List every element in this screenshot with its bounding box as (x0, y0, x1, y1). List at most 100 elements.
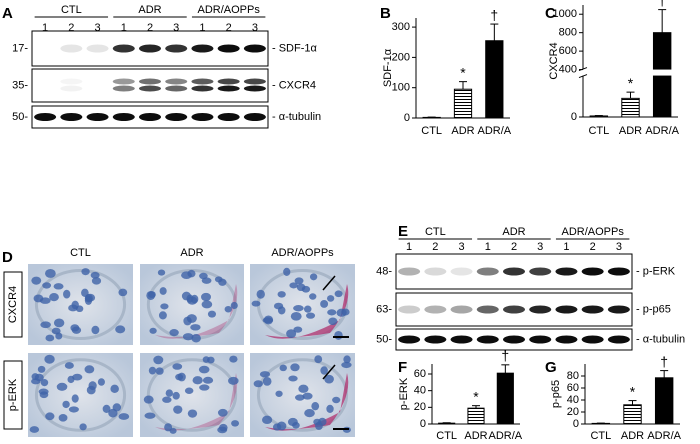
bar (453, 88, 473, 119)
y-tick-label: 1000 (553, 8, 577, 20)
nucleus (288, 375, 298, 382)
nucleus (44, 354, 55, 364)
blot-band (581, 305, 604, 314)
nucleus (37, 365, 46, 373)
significance-mark: † (660, 353, 668, 369)
nucleus (306, 312, 316, 319)
lane-label: 3 (252, 22, 258, 34)
nucleus (341, 361, 352, 369)
nucleus (91, 325, 100, 335)
nucleus (292, 422, 300, 429)
nucleus (332, 396, 341, 404)
y-tick-label: 0 (404, 112, 410, 124)
nucleus (72, 373, 83, 381)
blot-band (607, 267, 630, 276)
lane-label: 2 (432, 241, 438, 253)
nucleus (90, 271, 100, 279)
mw-marker: 63- (376, 303, 392, 315)
blot-band (217, 44, 240, 53)
column-label: ADR/AOPPs (271, 247, 334, 259)
nucleus (224, 305, 232, 313)
nucleus (294, 394, 305, 401)
nucleus (158, 311, 167, 320)
nucleus (146, 290, 156, 300)
blot-band (555, 267, 578, 276)
nucleus (314, 355, 323, 364)
blot-band (607, 335, 630, 344)
blot-band (112, 113, 135, 121)
blot-band (217, 78, 240, 85)
nucleus (207, 310, 216, 318)
arrow (322, 364, 336, 380)
blot-band (243, 85, 266, 92)
lane-label: 1 (406, 241, 412, 253)
nucleus (259, 371, 271, 378)
nucleus (334, 330, 343, 340)
nucleus (162, 396, 172, 403)
nucleus (231, 420, 240, 427)
glomerulus (34, 268, 127, 341)
x-tick-label: ADR (451, 125, 474, 137)
micrograph (28, 264, 133, 345)
row-label-box (3, 271, 23, 338)
nucleus (86, 385, 96, 395)
blot-band (502, 267, 526, 276)
x-tick-label: CTL (421, 125, 442, 137)
nucleus (79, 423, 87, 431)
blot-band (398, 305, 421, 314)
blot-band (450, 305, 473, 314)
panel-letter: G (545, 359, 557, 376)
y-tick-label: 400 (559, 63, 577, 75)
nucleus (334, 290, 343, 298)
protein-label: - p-ERK (636, 265, 676, 277)
blot-band (424, 335, 447, 344)
blot-band (217, 113, 240, 121)
nucleus (149, 327, 157, 334)
group-label: ADR (502, 226, 525, 238)
nucleus (217, 408, 228, 417)
panel-letter: F (398, 359, 407, 376)
y-axis-label: SDF-1α (382, 48, 394, 87)
arrow (322, 275, 336, 291)
nucleus (343, 355, 351, 364)
y-tick-label: 0 (573, 418, 579, 430)
panel-letter: D (2, 249, 13, 266)
nucleus (275, 390, 283, 397)
nucleus (262, 377, 272, 386)
nucleus (53, 283, 64, 290)
nucleus (187, 409, 198, 418)
lane-label: 2 (68, 22, 74, 34)
protein-label: - SDF-1α (272, 42, 318, 54)
nucleus (53, 318, 65, 328)
blot-band (398, 335, 421, 344)
nucleus (71, 326, 82, 334)
nucleus (309, 273, 318, 281)
nucleus (341, 308, 350, 316)
nucleus (290, 311, 302, 321)
micrograph (250, 353, 355, 437)
nucleus (190, 324, 201, 331)
blot-band (60, 85, 83, 92)
row-label: p-ERK (7, 378, 19, 411)
blot-band (581, 335, 604, 344)
mw-marker: 48- (376, 265, 392, 277)
nucleus (218, 278, 227, 286)
micrograph (140, 264, 244, 345)
x-tick-label: CTL (588, 125, 609, 137)
nucleus (49, 293, 59, 302)
nucleus (159, 287, 167, 295)
nucleus (42, 282, 52, 289)
blot-band (476, 267, 499, 276)
nucleus (283, 267, 291, 277)
nucleus (56, 382, 68, 391)
nucleus (45, 412, 55, 421)
nucleus (294, 277, 304, 285)
nucleus (63, 289, 71, 299)
bar (438, 422, 456, 425)
mw-marker: 35- (12, 79, 28, 91)
nucleus (304, 305, 312, 313)
y-tick-label: 20 (414, 401, 426, 413)
blot-band (555, 335, 578, 344)
